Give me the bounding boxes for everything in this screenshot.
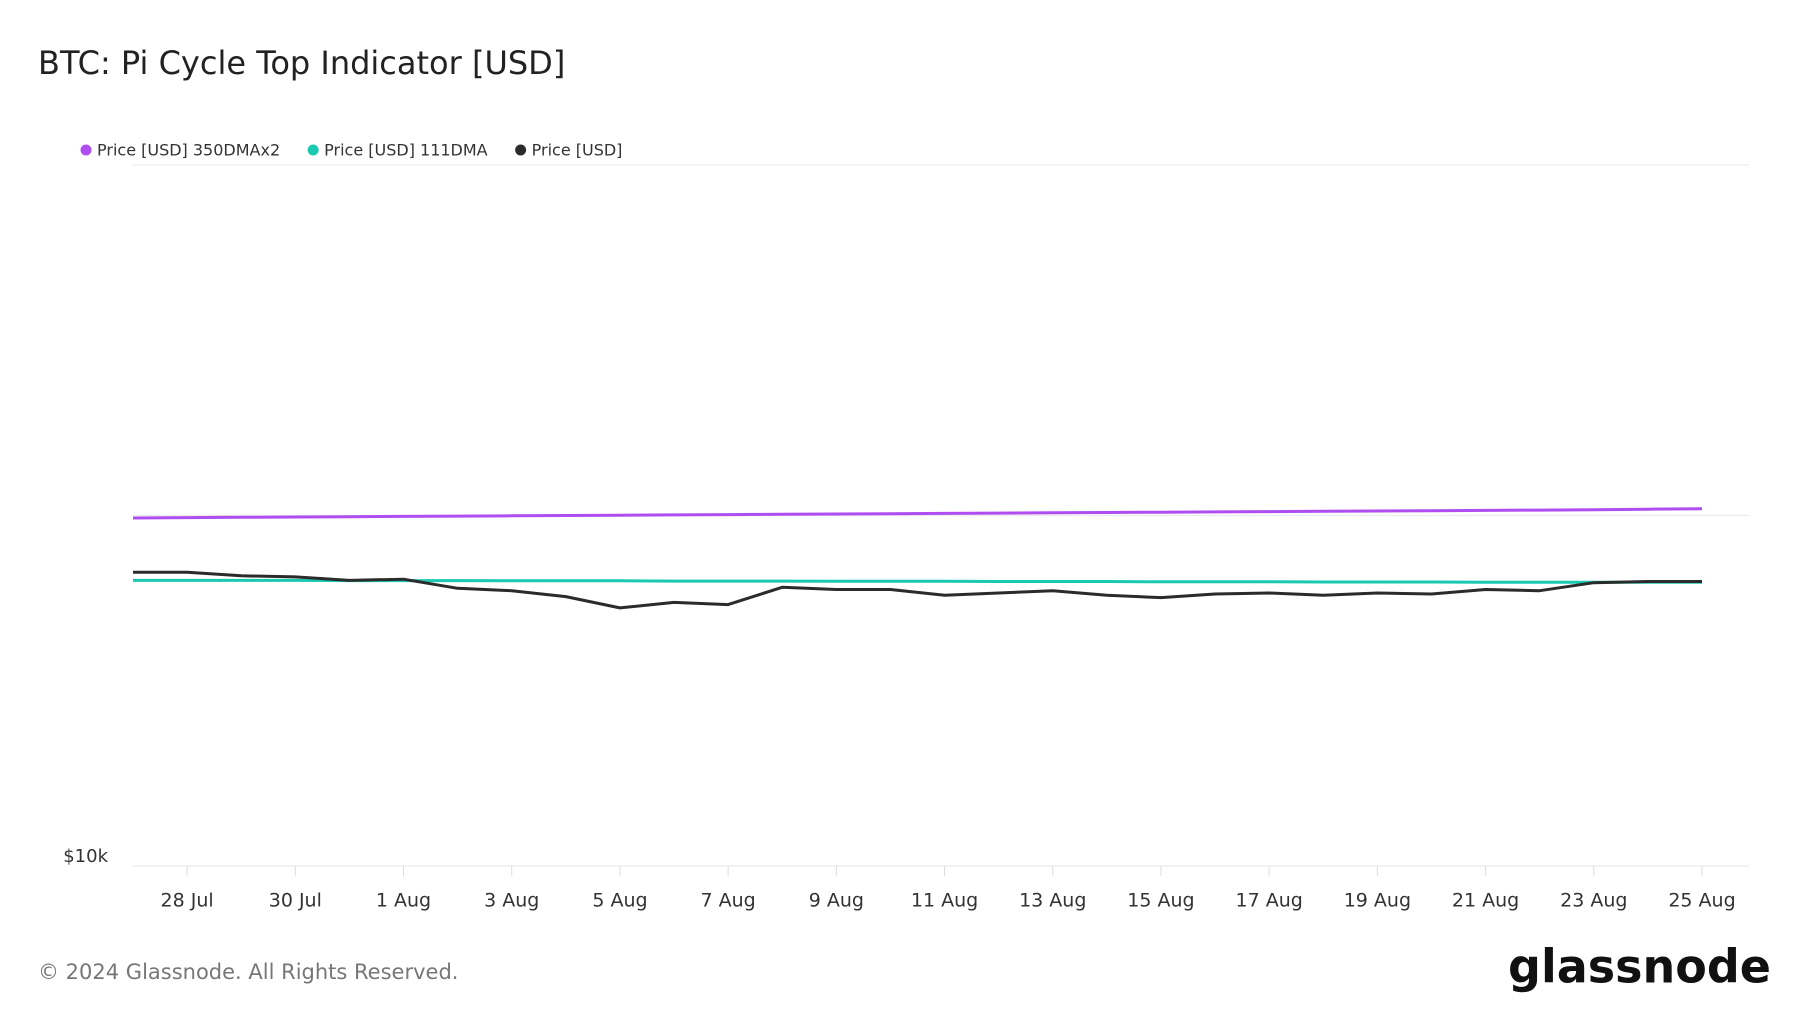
x-tick-label: 11 Aug xyxy=(911,890,978,912)
x-tick-label: 3 Aug xyxy=(484,890,539,912)
x-tick-label: 30 Jul xyxy=(269,890,322,912)
x-tick-label: 9 Aug xyxy=(809,890,864,912)
legend-marker xyxy=(515,144,527,156)
legend-marker xyxy=(80,144,92,156)
x-tick-label: 25 Aug xyxy=(1668,890,1735,912)
logo: glassnode xyxy=(1508,940,1771,994)
chart-title: BTC: Pi Cycle Top Indicator [USD] xyxy=(38,44,565,82)
x-tick-label: 7 Aug xyxy=(701,890,756,912)
x-tick-label: 28 Jul xyxy=(161,890,214,912)
x-tick-label: 1 Aug xyxy=(376,890,431,912)
x-tick-label: 23 Aug xyxy=(1560,890,1627,912)
x-tick-label: 17 Aug xyxy=(1236,890,1303,912)
legend-label: Price [USD] xyxy=(532,141,623,160)
x-tick-label: 15 Aug xyxy=(1127,890,1194,912)
series-line xyxy=(133,570,1702,610)
series-line xyxy=(132,507,1703,520)
x-tick-label: 21 Aug xyxy=(1452,890,1519,912)
x-tick-label: 13 Aug xyxy=(1019,890,1086,912)
copyright: © 2024 Glassnode. All Rights Reserved. xyxy=(38,960,458,984)
legend-label: Price [USD] 350DMAx2 xyxy=(97,141,280,160)
legend-marker xyxy=(307,144,319,156)
legend-label: Price [USD] 111DMA xyxy=(324,141,488,160)
x-tick-label: 19 Aug xyxy=(1344,890,1411,912)
y-tick-label: $10k xyxy=(63,846,108,867)
x-tick-label: 5 Aug xyxy=(592,890,647,912)
